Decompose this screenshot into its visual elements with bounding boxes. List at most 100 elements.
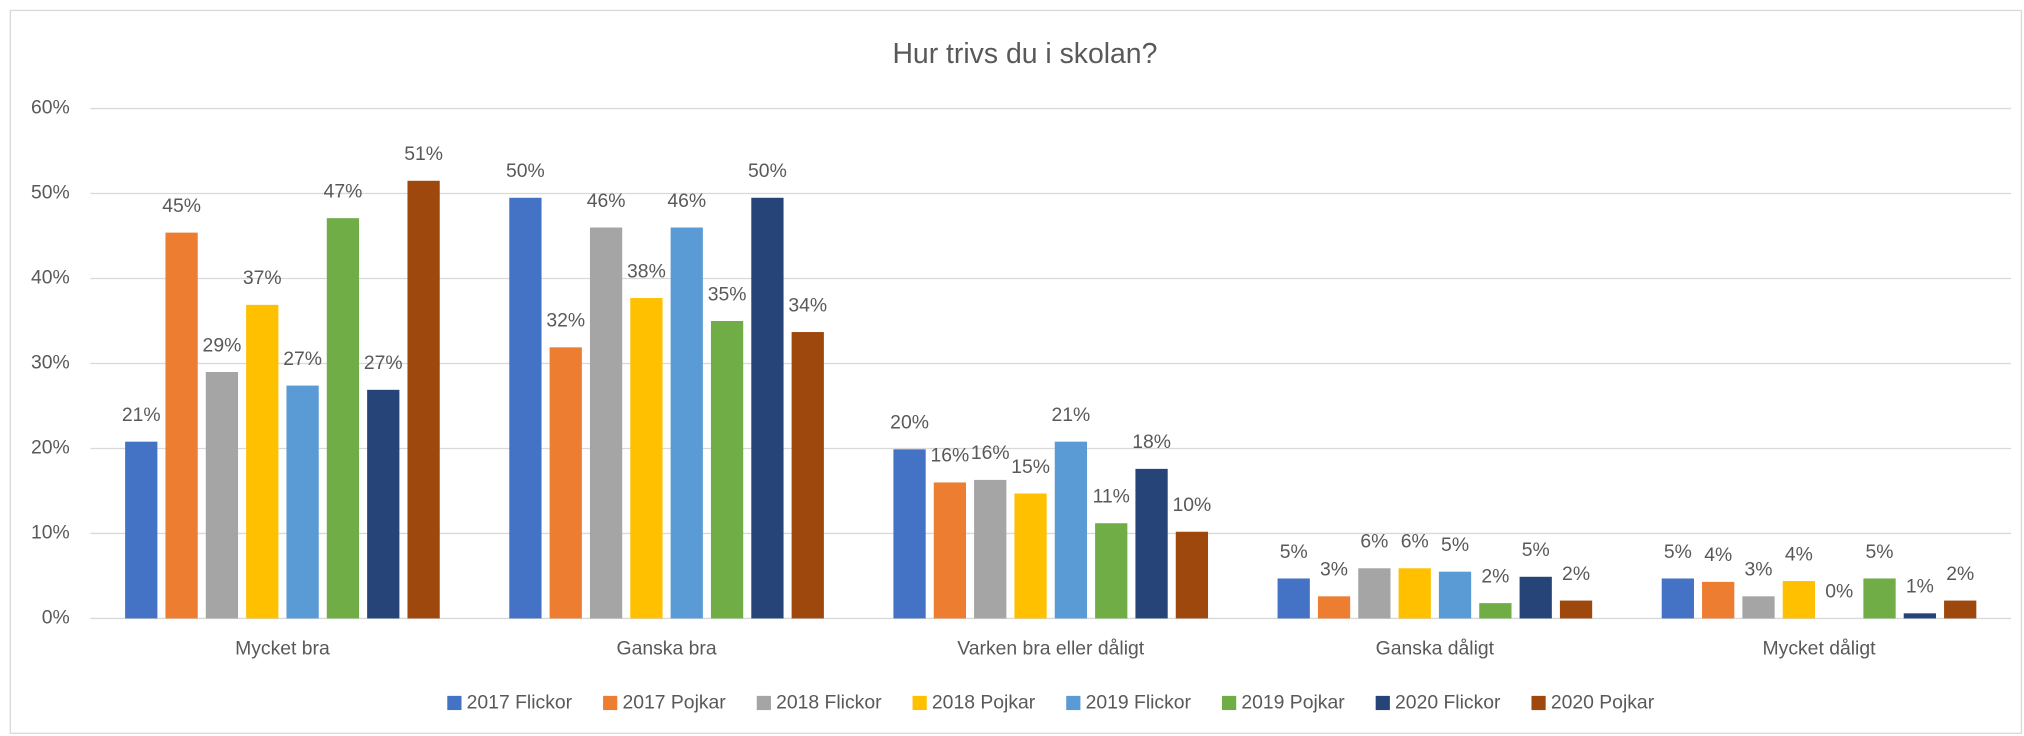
legend-swatch: [1531, 695, 1546, 711]
data-label: 16%: [971, 442, 1010, 464]
bar: [165, 232, 198, 619]
bar: [1095, 523, 1128, 619]
data-label: 20%: [890, 412, 929, 434]
bar: [549, 347, 582, 619]
bar: [630, 298, 663, 619]
bar: [1054, 441, 1088, 619]
bar: [791, 332, 824, 619]
legend-swatch: [1375, 695, 1390, 711]
legend-label: 2018 Pojkar: [932, 692, 1036, 714]
x-tick-label: Varken bra eller dåligt: [957, 638, 1145, 660]
y-tick-label: 40%: [31, 267, 70, 289]
bar: [1438, 571, 1472, 619]
data-label: 5%: [1441, 534, 1469, 556]
data-label: 21%: [122, 404, 161, 426]
data-label: 37%: [243, 267, 282, 289]
data-label: 5%: [1866, 541, 1894, 563]
data-label: 3%: [1320, 559, 1348, 581]
data-label: 2%: [1562, 563, 1590, 585]
data-label: 6%: [1401, 531, 1429, 553]
bar: [1742, 596, 1775, 619]
data-label: 11%: [1093, 486, 1130, 508]
legend-label: 2017 Flickor: [467, 692, 573, 714]
legend-swatch: [1222, 695, 1237, 711]
data-label: 18%: [1132, 431, 1171, 453]
legend-swatch: [912, 695, 927, 711]
data-label: 27%: [364, 352, 403, 374]
y-tick-label: 60%: [31, 97, 70, 119]
bar: [670, 227, 703, 619]
y-tick-label: 30%: [31, 352, 70, 374]
bar: [893, 449, 926, 619]
data-label: 35%: [708, 283, 747, 305]
bar: [589, 227, 623, 619]
y-tick-label: 20%: [31, 437, 70, 459]
data-label: 45%: [162, 195, 201, 217]
data-label: 1%: [1906, 576, 1934, 598]
data-label: 4%: [1785, 543, 1813, 565]
x-tick-label: Mycket bra: [235, 638, 330, 660]
data-label: 38%: [627, 260, 666, 282]
data-label: 50%: [748, 160, 787, 182]
data-label: 46%: [587, 190, 626, 212]
legend-label: 2020 Pojkar: [1551, 692, 1655, 714]
bar: [751, 197, 784, 619]
bar: [1903, 613, 1936, 619]
legend-label: 2019 Pojkar: [1241, 692, 1345, 714]
bar: [407, 180, 440, 619]
legend-swatch: [756, 695, 771, 711]
bar: [1944, 600, 1977, 619]
bar: [1702, 581, 1735, 619]
bar: [1358, 568, 1391, 619]
data-label: 10%: [1173, 494, 1212, 516]
bar: [974, 479, 1007, 619]
legend-label: 2018 Flickor: [776, 692, 882, 714]
legend-swatch: [603, 695, 618, 711]
bar: [1479, 603, 1512, 619]
legend-label: 2020 Flickor: [1395, 692, 1501, 714]
x-tick-label: Ganska dåligt: [1376, 638, 1495, 660]
data-label: 2%: [1946, 563, 1974, 585]
legend-swatch: [1066, 695, 1081, 711]
bar: [246, 304, 279, 619]
bar: [125, 441, 158, 619]
bar: [1559, 600, 1593, 619]
data-label: 5%: [1664, 541, 1692, 563]
data-label: 51%: [404, 143, 443, 165]
bar: [1782, 581, 1815, 619]
data-label: 5%: [1522, 539, 1550, 561]
data-label: 29%: [203, 334, 242, 356]
legend-label: 2019 Flickor: [1086, 692, 1192, 714]
bar: [509, 197, 542, 619]
bar: [1135, 468, 1168, 619]
y-tick-label: 50%: [31, 182, 70, 204]
data-label: 32%: [546, 310, 585, 332]
data-label: 3%: [1745, 559, 1773, 581]
bar: [1014, 493, 1047, 619]
y-tick-label: 0%: [42, 607, 70, 629]
data-label: 2%: [1481, 565, 1509, 587]
x-tick-label: Mycket dåligt: [1763, 638, 1877, 660]
data-label: 27%: [283, 348, 322, 370]
data-label: 47%: [324, 180, 363, 202]
bar: [1277, 578, 1310, 619]
bar: [1863, 578, 1896, 619]
bar: [1519, 576, 1552, 619]
bar: [933, 482, 967, 619]
bar: [1661, 578, 1694, 619]
chart-border: [9, 9, 2023, 734]
bar: [1175, 531, 1209, 619]
bar: [710, 320, 744, 619]
bar: [367, 389, 400, 619]
data-label: 4%: [1704, 544, 1732, 566]
bar: [205, 371, 239, 619]
data-label: 0%: [1825, 581, 1853, 603]
chart-title: Hur trivs du i skolan?: [892, 38, 1157, 70]
data-label: 16%: [931, 445, 970, 467]
data-label: 6%: [1360, 531, 1388, 553]
bar: [1317, 596, 1351, 619]
bar: [286, 385, 319, 619]
data-label: 15%: [1011, 456, 1050, 478]
y-tick-label: 10%: [31, 522, 70, 544]
x-tick-label: Ganska bra: [617, 638, 717, 660]
